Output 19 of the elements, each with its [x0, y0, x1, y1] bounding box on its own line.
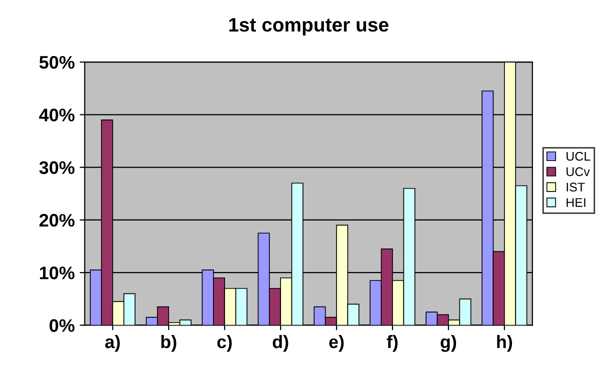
x-tick-label: f): [386, 334, 398, 352]
chart-title: 1st computer use: [229, 18, 388, 36]
y-tick-label: 10%: [40, 266, 75, 280]
legend-label: UCv: [566, 167, 590, 176]
y-tick-label: 40%: [39, 108, 75, 122]
y-tick-label: 30%: [39, 161, 75, 174]
x-tick-label: a): [105, 334, 120, 352]
x-tick-label: h): [497, 334, 512, 352]
y-tick-label: 0%: [50, 319, 74, 332]
legend-label: IST: [566, 182, 585, 192]
x-tick-label: d): [272, 334, 288, 352]
x-tick-label: g): [440, 334, 456, 352]
y-tick-label: 20%: [39, 214, 75, 227]
legend-label: HEI: [566, 198, 586, 207]
x-tick-label: e): [329, 334, 344, 352]
x-tick-label: b): [161, 334, 176, 352]
x-tick-label: c): [217, 334, 232, 352]
y-tick-label: 50%: [39, 56, 75, 69]
legend-label: UCL: [566, 152, 590, 161]
